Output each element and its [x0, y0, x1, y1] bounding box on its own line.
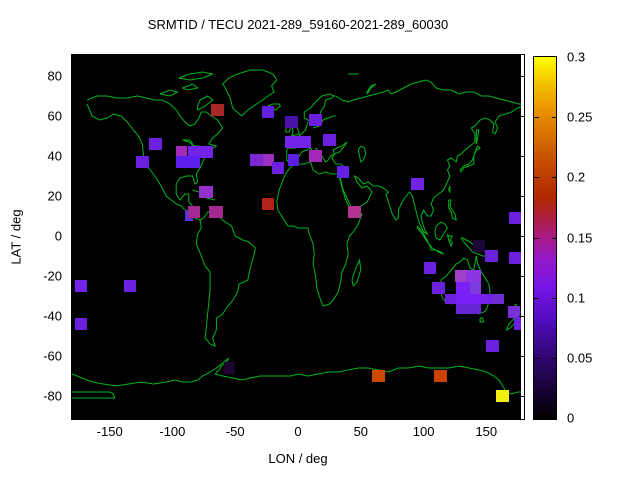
heat-cell: [456, 294, 482, 304]
right-axis-tick: [519, 316, 524, 317]
heat-cell: [507, 306, 521, 318]
heat-cell: [136, 156, 149, 168]
colorbar-edge-tick: [534, 357, 539, 359]
right-axis-tick: [519, 76, 524, 77]
heat-cell: [444, 294, 457, 304]
heat-cell: [285, 136, 298, 148]
colorbar-edge-tick: [534, 237, 539, 239]
heat-cell: [74, 280, 88, 292]
heat-cell: [198, 186, 213, 198]
y-tick-label: 60: [47, 108, 62, 124]
heat-cell: [288, 154, 300, 166]
colorbar-edge-tick: [552, 297, 557, 299]
heat-cell: [508, 252, 521, 264]
heat-cell: [74, 318, 88, 330]
heat-cell: [455, 270, 467, 282]
y-tick-label: -80: [43, 388, 62, 404]
heat-cell: [466, 270, 482, 282]
heat-cell: [262, 154, 275, 166]
y-tick-label: 40: [47, 148, 62, 164]
heat-cell: [323, 134, 336, 146]
heat-cell: [423, 262, 437, 274]
heat-cell: [336, 166, 350, 178]
heat-cell: [176, 146, 188, 158]
right-axis-tick: [519, 156, 524, 157]
y-tick-label: -60: [43, 348, 62, 364]
heat-cell: [508, 212, 521, 224]
heat-cell: [309, 150, 322, 162]
heat-cell: [456, 282, 470, 294]
colorbar-tick-label: 0.05: [567, 350, 593, 366]
colorbar-edge-tick: [552, 177, 557, 179]
colorbar-tick-label: 0.2: [567, 169, 586, 185]
coastline-svg: [72, 69, 521, 399]
right-axis-tick: [519, 196, 524, 197]
x-tick-label: 100: [412, 424, 435, 439]
right-axis-tick: [519, 116, 524, 117]
right-axis-tick: [519, 236, 524, 237]
y-tick-label: 80: [47, 68, 62, 84]
heat-cell: [514, 318, 521, 330]
right-axis-tick: [519, 276, 524, 277]
heat-cell: [309, 114, 322, 126]
right-axis-tick: [519, 356, 524, 357]
x-tick-label: -100: [159, 424, 186, 439]
heat-cell: [187, 206, 201, 218]
colorbar-edge-tick: [552, 357, 557, 359]
x-tick-label: -50: [225, 424, 245, 439]
colorbar-tick-label: 0.15: [567, 230, 593, 245]
heat-cell: [470, 282, 482, 294]
chart-title: SRMTID / TECU 2021-289_59160-2021-289_60…: [147, 17, 449, 32]
right-axis-tick: [519, 396, 524, 397]
x-tick-label: 150: [475, 424, 498, 439]
map-area: [72, 55, 521, 419]
colorbar-edge-tick: [534, 297, 539, 299]
heat-cell: [411, 178, 424, 190]
heat-cell: [200, 146, 213, 158]
heat-cell: [176, 156, 189, 168]
plot-frame: [71, 54, 525, 420]
x-axis-label: LON / deg: [268, 451, 328, 466]
heat-cell: [486, 340, 499, 352]
y-tick-label: -20: [43, 268, 62, 284]
x-tick-label: -150: [96, 424, 123, 439]
colorbar-edge-tick: [534, 117, 539, 119]
heat-cell: [187, 146, 201, 158]
colorbar-tick-label: 0: [567, 410, 575, 426]
colorbar-tick-label: 0.25: [567, 109, 593, 125]
heat-cell: [492, 294, 504, 304]
heat-cell: [148, 138, 163, 150]
y-tick-label: 20: [47, 188, 62, 204]
heat-cell: [285, 116, 298, 128]
heat-cell: [372, 370, 385, 382]
heat-cell: [481, 294, 493, 304]
heat-cell: [261, 198, 275, 210]
heat-cell: [188, 156, 200, 168]
heat-cell: [433, 370, 448, 382]
colorbar-edge-tick: [552, 237, 557, 239]
heat-cell: [485, 250, 498, 262]
heat-cell: [123, 280, 137, 292]
heat-cell: [432, 282, 445, 294]
colorbar-tick-label: 0.3: [567, 49, 586, 65]
colorbar-tick-label: 0.1: [567, 290, 586, 306]
x-tick-label: 0: [294, 424, 302, 439]
colorbar-edge-tick: [534, 177, 539, 179]
heat-cell: [250, 154, 263, 166]
heat-cell: [261, 106, 275, 118]
heat-cell: [211, 104, 224, 116]
heat-cell: [496, 390, 509, 402]
y-tick-label: 0: [54, 228, 62, 244]
heat-cell: [208, 206, 223, 218]
y-tick-label: -40: [43, 308, 62, 324]
heat-cell: [472, 240, 486, 252]
heat-cell: [298, 136, 311, 148]
heat-cell: [271, 162, 285, 174]
x-tick-label: 50: [353, 424, 369, 439]
colorbar-edge-tick: [552, 117, 557, 119]
heat-cell: [456, 304, 482, 314]
heat-cell: [223, 362, 236, 374]
heat-cell: [348, 206, 361, 218]
